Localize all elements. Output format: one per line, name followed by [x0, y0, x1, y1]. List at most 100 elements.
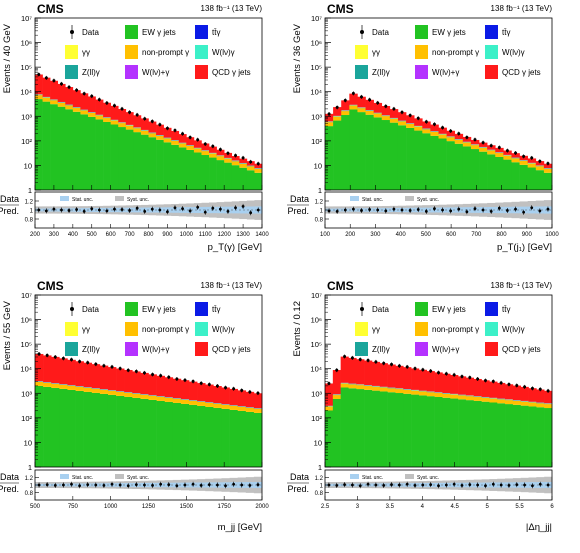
ew-bar	[438, 138, 447, 190]
ew-bar	[246, 170, 255, 190]
data-point	[61, 356, 65, 360]
qcd-bar	[107, 367, 117, 391]
data-point	[546, 389, 550, 393]
ew-bar	[387, 392, 396, 467]
ew-bar	[221, 408, 230, 467]
ratio-y-tick-label: 0.8	[25, 491, 34, 497]
legend-data-marker	[70, 30, 74, 34]
x-tick-label: 1200	[217, 232, 231, 238]
cms-label: CMS	[37, 2, 64, 16]
ratio-point	[166, 210, 169, 214]
qcd-bar	[536, 389, 545, 403]
qcd-bar	[473, 378, 482, 397]
legend-label: W(lν)+γ	[432, 345, 459, 354]
ratio-point	[433, 207, 436, 211]
nonprompt-bar	[511, 158, 520, 163]
ratio-point	[234, 206, 237, 210]
nonprompt-bar	[180, 399, 190, 404]
legend-swatch	[485, 322, 498, 336]
ew-bar	[528, 406, 537, 467]
data-point	[90, 94, 94, 98]
legend: Data EW γ jets tt̄γ γγ non-prompt γ W(lν)γ Z(l…	[65, 302, 251, 356]
qcd-bar	[67, 359, 76, 386]
nonprompt-bar	[110, 120, 119, 125]
ew-bar	[148, 137, 157, 190]
x-tick-label: 6	[550, 504, 554, 510]
syst-legend-label: Syst. unc.	[127, 197, 149, 203]
qcd-bar	[140, 372, 149, 395]
ratio-point	[105, 209, 109, 213]
data-point	[366, 358, 370, 362]
ew-bar	[186, 149, 195, 190]
nonprompt-bar	[333, 116, 342, 121]
legend-label: Z(ll)γ	[372, 68, 390, 77]
legend-label: EW γ jets	[432, 305, 466, 314]
ew-bar	[454, 143, 464, 190]
ratio-label-data: Data	[0, 194, 19, 204]
legend-swatch	[195, 65, 208, 79]
data-point	[199, 381, 203, 385]
data-point	[234, 154, 238, 157]
data-point	[215, 384, 219, 388]
ew-bar	[42, 101, 51, 190]
nonprompt-bar	[91, 388, 101, 393]
nonprompt-bar	[193, 148, 202, 153]
nonprompt-bar	[442, 393, 451, 398]
legend-label: W(lν)γ	[212, 325, 235, 334]
ratio-point	[546, 483, 550, 487]
luminosity-label: 138 fb⁻¹ (13 TeV)	[491, 281, 553, 290]
ratio-point	[374, 483, 378, 487]
nonprompt-bar	[422, 129, 431, 134]
qcd-bar	[72, 90, 81, 108]
y-tick-label: 10²	[311, 137, 322, 146]
data-point	[368, 98, 372, 102]
nonprompt-bar	[479, 147, 488, 152]
chart-panel-2: 1 10 10² 10³ 10⁴ 10⁵ 10⁶ 10⁷ Events / 36 GeV CMS 1…	[287, 2, 559, 253]
ew-bar	[503, 159, 512, 190]
qcd-bar	[357, 96, 366, 108]
x-tick-label: 2.5	[321, 504, 330, 510]
qcd-bar	[371, 361, 381, 386]
qcd-bar	[95, 99, 104, 115]
qcd-bar	[422, 121, 431, 129]
qcd-bar	[332, 370, 341, 395]
ratio-point	[497, 206, 501, 210]
x-tick-label: 5.5	[515, 504, 524, 510]
ratio-point	[183, 483, 187, 487]
ratio-point	[515, 483, 519, 487]
data-point	[112, 104, 116, 108]
cms-label: CMS	[327, 2, 354, 16]
qcd-bar	[216, 149, 225, 156]
x-tick-label: 200	[30, 232, 41, 238]
qcd-bar	[527, 158, 537, 163]
qcd-bar	[430, 124, 439, 132]
data-point	[203, 142, 207, 146]
data-point	[473, 138, 477, 142]
legend-swatch	[125, 302, 138, 316]
ratio-point	[368, 208, 371, 211]
ratio-point	[351, 207, 355, 211]
legend-swatch	[485, 302, 498, 316]
ew-bar	[395, 393, 404, 467]
data-point	[240, 388, 244, 392]
x-axis-label: |Δη_jj|	[526, 522, 552, 533]
ratio-point	[191, 482, 195, 486]
qcd-bar	[83, 362, 93, 388]
qcd-bar	[237, 390, 247, 407]
nonprompt-bar	[406, 123, 415, 128]
ew-bar	[430, 135, 439, 190]
qcd-bar	[356, 359, 365, 385]
nonprompt-bar	[434, 393, 443, 397]
ratio-point	[449, 209, 453, 213]
data-point	[249, 160, 253, 164]
ratio-point	[546, 207, 550, 211]
data-point	[110, 365, 114, 369]
legend-swatch	[485, 342, 498, 356]
ratio-point	[452, 482, 456, 486]
ratio-point	[211, 206, 215, 210]
nonprompt-bar	[237, 407, 247, 411]
luminosity-label: 138 fb⁻¹ (13 TeV)	[491, 4, 553, 13]
qcd-bar	[450, 375, 459, 394]
qcd-bar	[253, 393, 263, 409]
nonprompt-bar	[59, 384, 68, 389]
